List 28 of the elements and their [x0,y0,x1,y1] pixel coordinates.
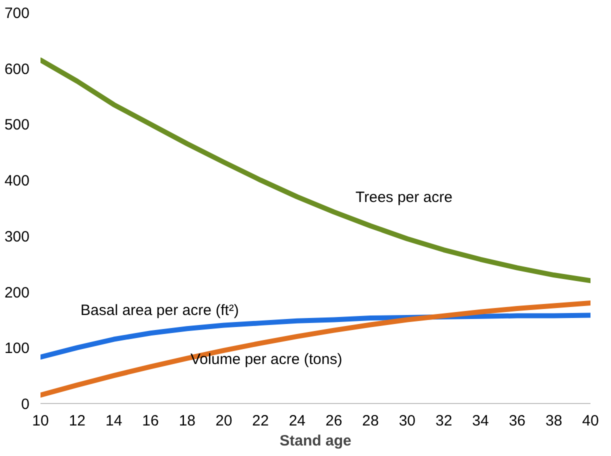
x-tick-label: 30 [398,412,416,430]
x-tick-label: 12 [68,412,86,430]
x-axis-title: Stand age [280,432,352,450]
y-tick-label: 100 [4,340,30,358]
x-tick-label: 36 [508,412,526,430]
x-tick-label: 14 [105,412,122,430]
y-tick-label: 0 [21,396,30,413]
y-tick-label: 300 [4,228,30,246]
series-label: Volume per acre (tons) [190,351,342,368]
x-tick-label: 22 [252,412,269,430]
x-tick-label: 18 [178,412,196,430]
x-tick-label: 10 [32,412,49,430]
x-tick-label: 38 [545,412,562,430]
x-tick-label: 34 [472,412,489,430]
y-tick-label: 400 [4,172,30,190]
y-tick-label: 200 [4,284,30,302]
y-tick-label: 600 [4,60,30,78]
x-tick-label: 26 [325,412,342,430]
series-label: Basal area per acre (ft²) [80,302,239,320]
x-tick-label: 28 [362,412,379,430]
y-tick-label: 700 [4,5,30,22]
x-tick-label: 40 [582,412,599,430]
series-label: Trees per acre [356,188,452,206]
x-tick-label: 32 [435,412,452,430]
x-tick-label: 24 [288,412,306,430]
x-tick-label: 20 [215,412,232,430]
x-tick-label: 16 [142,412,159,430]
y-tick-label: 500 [4,116,30,134]
